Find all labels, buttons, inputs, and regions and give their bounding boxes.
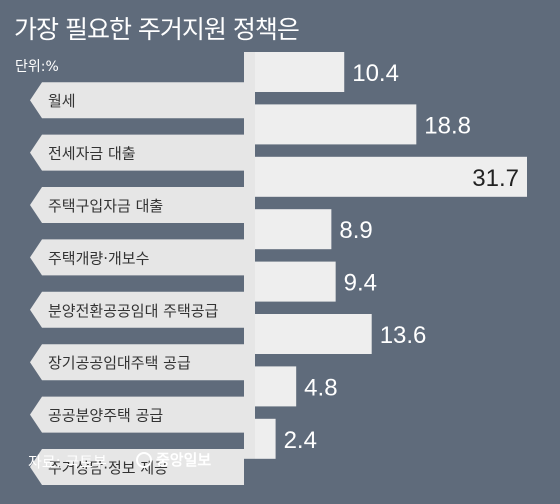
bar [255, 314, 372, 354]
chart-title: 가장 필요한 주거지원 정책은 [14, 15, 300, 44]
data-label: 18.8 [424, 112, 471, 139]
axis-spine [244, 52, 255, 459]
bar [255, 156, 527, 197]
unit-label: 단위:% [15, 59, 59, 75]
data-label: 4.8 [304, 374, 337, 401]
category-label: 전세자금 대출 [48, 145, 136, 163]
source-note: 자료: 국토부 [28, 453, 107, 471]
data-label: 2.4 [284, 427, 317, 454]
label-row: 주택개량·개보수 [30, 239, 244, 276]
label-row: 월세 [30, 82, 244, 119]
data-label: 9.4 [344, 270, 377, 297]
category-label: 주택구입자금 대출 [48, 197, 163, 215]
label-panel [30, 291, 244, 328]
label-panel [30, 449, 244, 485]
category-label: 분양전환공공임대 주택공급 [48, 302, 219, 320]
bar [255, 209, 332, 250]
label-panel [30, 187, 244, 223]
bar [255, 418, 276, 459]
category-label: 장기공공임대주택 공급 [48, 354, 191, 372]
bar [255, 261, 336, 302]
category-label: 월세 [48, 92, 76, 110]
data-label: 8.9 [339, 217, 372, 244]
bar [255, 104, 417, 145]
label-row: 주택구입자금 대출 [30, 187, 244, 223]
bar [255, 52, 345, 92]
label-panel [30, 396, 244, 433]
label-panel [30, 82, 244, 119]
logo-mark-icon [136, 451, 152, 468]
data-label: 10.4 [352, 60, 399, 87]
data-label: 13.6 [380, 322, 427, 349]
category-label: 주택개량·개보수 [48, 249, 149, 267]
bar [255, 366, 297, 407]
label-row: 전세자금 대출 [30, 134, 244, 171]
data-label: 31.7 [472, 165, 519, 192]
label-panel [30, 239, 244, 276]
label-row: 공공분양주택 공급 [30, 396, 244, 433]
label-panel [30, 344, 244, 381]
category-label: 공공분양주택 공급 [48, 407, 163, 425]
label-panel [30, 134, 244, 171]
publisher-logo: 중앙일보 [136, 449, 211, 470]
label-row: 분양전환공공임대 주택공급 [30, 291, 244, 328]
label-row: 장기공공임대주택 공급 [30, 344, 244, 381]
logo-text: 중앙일보 [156, 451, 212, 469]
